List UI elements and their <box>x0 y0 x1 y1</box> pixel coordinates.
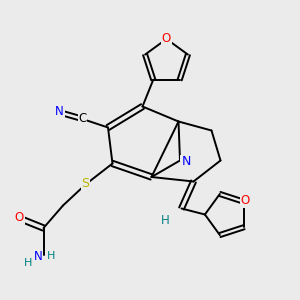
Text: O: O <box>162 32 171 46</box>
Text: O: O <box>15 211 24 224</box>
Text: H: H <box>160 214 169 227</box>
Text: H: H <box>47 250 55 261</box>
Text: H: H <box>24 257 32 268</box>
Text: N: N <box>34 250 43 263</box>
Text: O: O <box>241 194 250 207</box>
Text: N: N <box>181 155 191 169</box>
Text: N: N <box>55 105 64 119</box>
Text: S: S <box>82 177 89 190</box>
Text: C: C <box>78 112 87 125</box>
